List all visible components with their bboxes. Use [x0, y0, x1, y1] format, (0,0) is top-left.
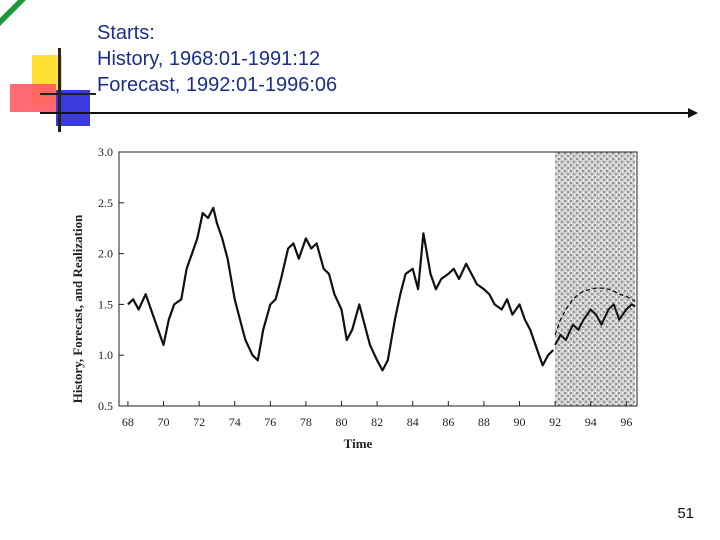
corner-accent-triangle-inner	[0, 0, 18, 18]
series-line-history	[127, 206, 555, 372]
x-tick-label: 80	[336, 415, 348, 429]
x-tick-label: 96	[620, 415, 632, 429]
x-tick-label: 94	[585, 415, 597, 429]
x-tick-label: 88	[478, 415, 490, 429]
deco-red-square	[10, 84, 56, 112]
title-line-2: History, 1968:01-1991:12	[97, 48, 321, 70]
y-axis-label: History, Forecast, and Realization	[70, 214, 85, 403]
x-axis: 68 70 72 74 76 78 80 82 84 86 88 90 92 94 96	[122, 401, 632, 429]
x-tick-label: 68	[122, 415, 134, 429]
y-tick-label: 0.5	[98, 399, 113, 413]
series-line-forecast	[554, 287, 636, 336]
deco-blue-square	[56, 90, 90, 126]
x-tick-label: 86	[442, 415, 454, 429]
page-number: 51	[677, 505, 694, 522]
forecast-region-shading	[555, 152, 636, 406]
y-tick-label: 1.0	[98, 348, 113, 362]
starts-chart: 0.5 1.0 1.5 2.0 2.5 3.0 68 70 72 74 76 78 80 82 84 86 8…	[70, 145, 638, 451]
y-tick-label: 2.5	[98, 196, 113, 210]
x-tick-label: 74	[229, 415, 241, 429]
x-axis-label: Time	[344, 436, 373, 451]
x-tick-label: 90	[514, 415, 526, 429]
x-tick-label: 72	[193, 415, 205, 429]
x-tick-label: 70	[158, 415, 170, 429]
title-line-3: Forecast, 1992:01-1996:06	[97, 74, 338, 96]
y-axis: 0.5 1.0 1.5 2.0 2.5 3.0	[98, 145, 124, 413]
deco-horizontal-line	[40, 93, 96, 95]
x-tick-label: 84	[407, 415, 419, 429]
y-tick-label: 3.0	[98, 145, 113, 159]
x-tick-label: 78	[300, 415, 312, 429]
y-tick-label: 1.5	[98, 297, 113, 311]
x-tick-label: 82	[371, 415, 383, 429]
y-tick-label: 2.0	[98, 247, 113, 261]
series-layer	[127, 206, 636, 372]
plot-frame	[118, 151, 638, 407]
title-rule	[40, 112, 690, 114]
x-tick-label: 76	[264, 415, 276, 429]
slide-title: Starts: History, 1968:01-1991:12 Forecas…	[97, 20, 337, 98]
title-line-1: Starts:	[97, 22, 155, 44]
series-line-realization	[554, 303, 636, 346]
rule-arrow-icon	[688, 108, 698, 118]
deco-vertical-line	[58, 48, 61, 132]
x-tick-label: 92	[549, 415, 561, 429]
